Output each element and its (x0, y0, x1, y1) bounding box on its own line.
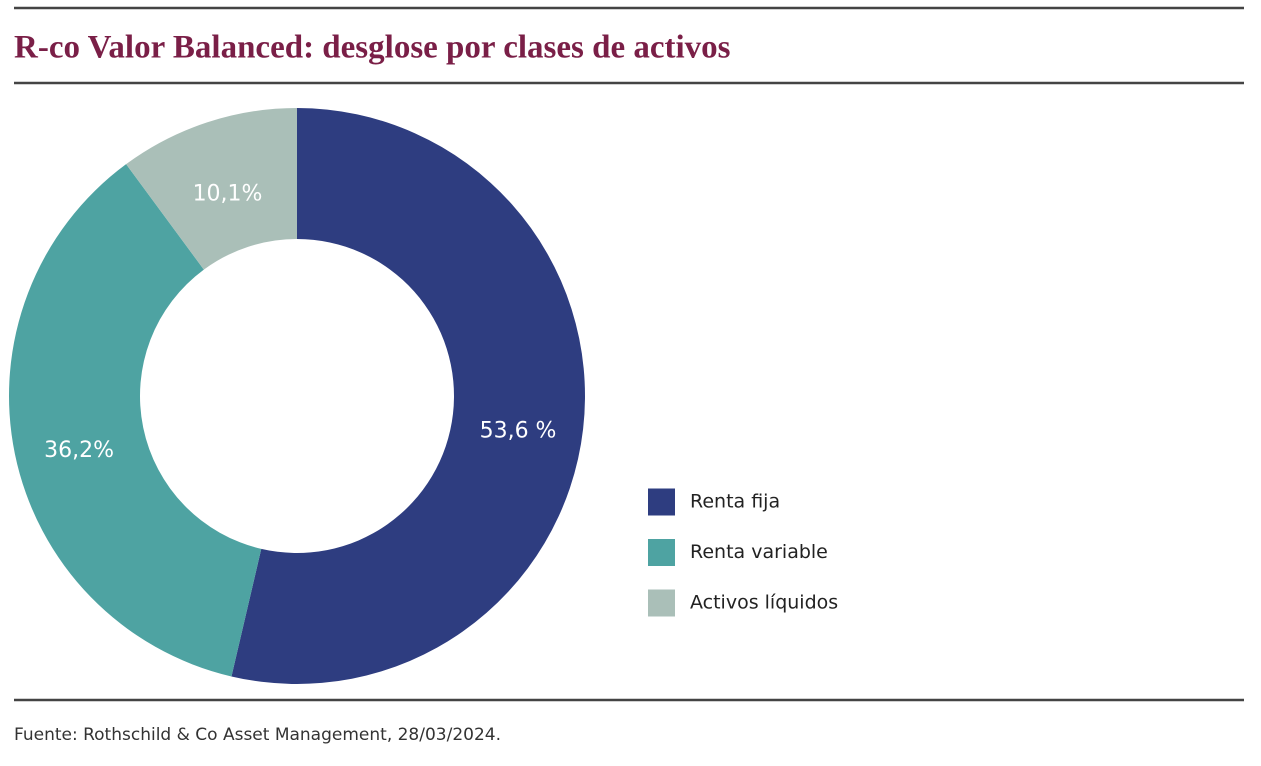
legend-swatch (648, 539, 675, 566)
donut-slice (8, 164, 262, 677)
donut-slice (231, 108, 585, 684)
donut-slice (126, 108, 297, 270)
source-note: Fuente: Rothschild & Co Asset Management… (14, 725, 501, 745)
data-label: 10,1% (193, 182, 263, 207)
data-label: 53,6 % (480, 418, 557, 443)
legend-swatch (648, 589, 675, 617)
legend-label: Renta variable (690, 541, 828, 563)
legend-swatch (648, 488, 675, 516)
data-label: 36,2% (44, 438, 114, 463)
legend-label: Renta fija (690, 491, 780, 513)
legend-label: Activos líquidos (690, 592, 838, 614)
chart-title: R-co Valor Balanced: desglose por clases… (14, 30, 731, 66)
